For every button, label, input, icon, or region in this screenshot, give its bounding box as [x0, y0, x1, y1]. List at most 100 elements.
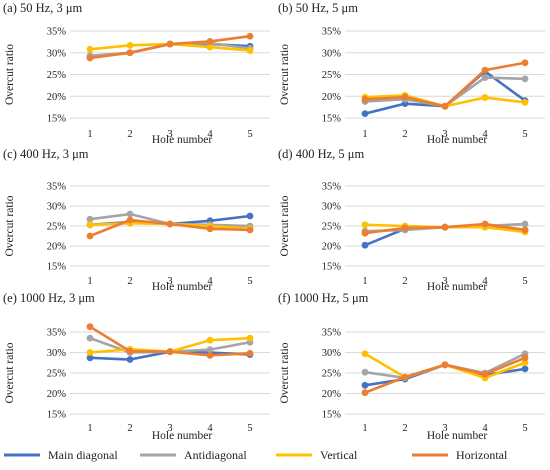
y-tick-label: 30%: [47, 48, 67, 59]
panel-d: (d) 400 Hz, 5 μm 15% 20% 25% 30% 35% 1 2 3 4 5 Hole…: [278, 147, 545, 293]
data-point-horizontal: [206, 225, 214, 233]
panel-a: (a) 50 Hz, 3 μm 15% 20% 25% 30% 35% 1 2 3 4 5 Hole …: [3, 1, 270, 146]
x-tick-label: 3: [167, 129, 172, 140]
x-tick-label: 1: [87, 129, 92, 140]
y-tick-label: 35%: [47, 27, 67, 38]
panel-title: (e) 1000 Hz, 3 μm: [3, 291, 95, 305]
x-tick-label: 2: [402, 129, 407, 140]
panel-title: (d) 400 Hz, 5 μm: [278, 147, 364, 161]
data-point-main-diagonal: [126, 356, 134, 363]
x-tick-label: 5: [247, 129, 252, 140]
x-tick-label: 4: [207, 129, 213, 140]
y-tick-label: 30%: [47, 202, 67, 213]
y-tick-label: 25%: [47, 369, 67, 380]
y-tick-label: 20%: [47, 242, 67, 253]
y-tick-label: 20%: [322, 92, 342, 103]
x-tick-label: 5: [522, 129, 527, 140]
data-point-vertical: [361, 350, 369, 358]
x-axis-label: Hole number: [427, 134, 488, 146]
data-point-horizontal: [521, 59, 529, 67]
data-point-horizontal: [86, 323, 94, 331]
data-point-vertical: [361, 221, 369, 229]
x-axis-label: Hole number: [427, 281, 488, 293]
panel-e: (e) 1000 Hz, 3 μm 15% 20% 25% 30% 35% 1 2 3 4 5 Hol…: [3, 291, 270, 442]
data-point-horizontal: [246, 349, 254, 357]
data-point-vertical: [206, 43, 214, 51]
data-point-horizontal: [481, 66, 489, 74]
data-point-antidiagonal: [86, 215, 94, 223]
x-tick-label: 4: [207, 423, 213, 434]
legend-label: Horizontal: [456, 448, 508, 462]
x-tick-label: 1: [362, 423, 367, 434]
y-axis-label: Overcut ratio: [4, 195, 16, 256]
data-point-horizontal: [441, 223, 449, 231]
data-point-antidiagonal: [126, 210, 134, 218]
y-tick-label: 35%: [47, 328, 67, 339]
x-tick-label: 3: [167, 423, 172, 434]
y-tick-label: 25%: [322, 222, 342, 233]
data-point-horizontal: [126, 216, 134, 224]
y-tick-label: 20%: [47, 389, 67, 400]
y-tick-label: 20%: [322, 242, 342, 253]
data-point-main-diagonal: [246, 212, 254, 220]
x-tick-label: 3: [442, 129, 447, 140]
y-tick-label: 30%: [322, 48, 342, 59]
data-point-main-diagonal: [521, 365, 529, 373]
x-tick-label: 5: [522, 276, 527, 287]
data-point-horizontal: [481, 370, 489, 378]
x-tick-label: 2: [127, 423, 132, 434]
data-point-horizontal: [246, 32, 254, 40]
x-tick-label: 5: [247, 423, 252, 434]
data-point-horizontal: [166, 40, 174, 48]
data-point-horizontal: [361, 389, 369, 397]
x-axis-label: Hole number: [152, 134, 213, 146]
data-point-main-diagonal: [361, 381, 369, 389]
y-axis-label: Overcut ratio: [279, 195, 291, 256]
x-tick-label: 2: [127, 129, 132, 140]
data-point-antidiagonal: [521, 220, 529, 228]
data-point-antidiagonal: [361, 368, 369, 376]
y-axis-label: Overcut ratio: [279, 44, 291, 105]
legend-label: Antidiagonal: [184, 448, 247, 462]
y-tick-label: 30%: [322, 202, 342, 213]
x-axis-label: Hole number: [427, 430, 488, 442]
panel-c: (c) 400 Hz, 3 μm 15% 20% 25% 30% 35% 1 2 3 4 5 Hole…: [3, 147, 270, 293]
x-tick-label: 4: [482, 129, 488, 140]
y-tick-label: 15%: [322, 114, 342, 125]
data-point-horizontal: [361, 229, 369, 237]
data-point-vertical: [126, 41, 134, 49]
y-tick-label: 30%: [47, 348, 67, 359]
y-axis-label: Overcut ratio: [279, 342, 291, 403]
panel-title: (a) 50 Hz, 3 μm: [3, 1, 83, 15]
y-axis-label: Overcut ratio: [4, 44, 16, 105]
data-point-vertical: [246, 334, 254, 342]
data-point-vertical: [86, 45, 94, 53]
data-point-horizontal: [401, 93, 409, 101]
x-tick-label: 5: [522, 423, 527, 434]
y-axis-label: Overcut ratio: [4, 342, 16, 403]
data-point-vertical: [206, 336, 214, 344]
x-tick-label: 3: [442, 423, 447, 434]
data-point-horizontal: [126, 347, 134, 355]
x-tick-label: 3: [167, 276, 172, 287]
x-axis-label: Hole number: [152, 281, 213, 293]
data-point-horizontal: [166, 348, 174, 356]
y-tick-label: 15%: [47, 114, 67, 125]
x-axis-label: Hole number: [152, 430, 213, 442]
data-point-vertical: [521, 98, 529, 106]
data-point-main-diagonal: [361, 110, 369, 118]
data-point-horizontal: [126, 49, 134, 57]
data-point-vertical: [521, 359, 529, 367]
data-point-antidiagonal: [481, 74, 489, 81]
y-tick-label: 25%: [322, 369, 342, 380]
data-point-horizontal: [86, 232, 94, 240]
y-tick-label: 35%: [322, 27, 342, 38]
x-tick-label: 2: [127, 276, 132, 287]
y-tick-label: 25%: [47, 222, 67, 233]
y-tick-label: 35%: [322, 328, 342, 339]
x-tick-label: 4: [482, 276, 488, 287]
data-point-vertical: [246, 47, 254, 54]
y-tick-label: 15%: [322, 410, 342, 421]
